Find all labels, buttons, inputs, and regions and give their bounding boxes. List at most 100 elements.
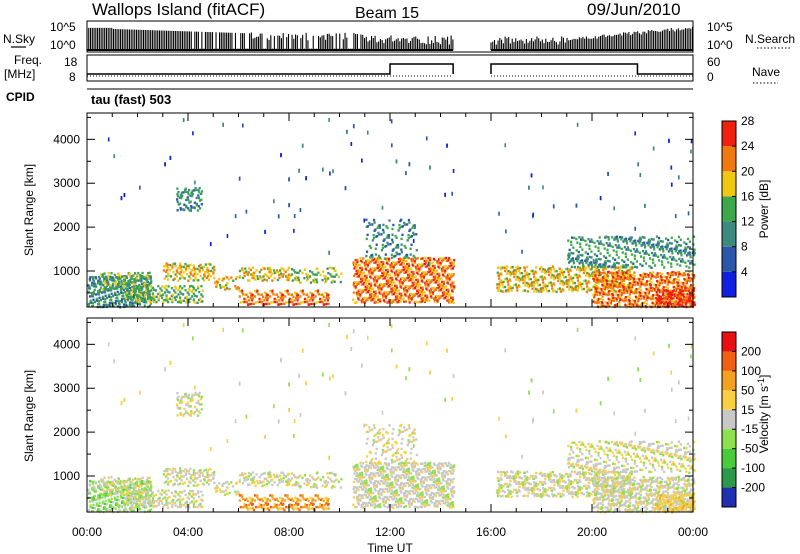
power-cell <box>680 293 683 296</box>
power-cell <box>321 278 324 282</box>
power-cell <box>402 279 406 283</box>
velocity-cell <box>237 492 241 495</box>
power-cell <box>282 302 285 306</box>
velocity-cell <box>149 482 152 485</box>
power-cell <box>174 273 177 276</box>
power-cell <box>149 282 152 285</box>
power-cell <box>128 275 132 278</box>
velocity-cell <box>271 495 274 499</box>
power-cell <box>650 273 653 276</box>
velocity-cell <box>264 502 267 505</box>
velocity-cell <box>162 497 165 500</box>
power-cell <box>398 260 401 264</box>
velocity-cell <box>170 499 173 503</box>
power-cell <box>291 300 294 304</box>
power-cell <box>381 295 385 298</box>
power-cell <box>639 238 642 241</box>
power-cell <box>201 295 204 298</box>
power-cell <box>248 267 251 270</box>
power-cell <box>593 253 596 256</box>
power-cell <box>367 279 370 282</box>
power-cell <box>118 303 121 306</box>
velocity-cell <box>264 507 268 510</box>
velocity-cell <box>260 506 264 509</box>
power-cell <box>534 270 537 273</box>
power-cell <box>437 280 440 283</box>
power-cell <box>625 299 628 302</box>
power-cell <box>410 243 413 246</box>
power-cell <box>393 289 396 292</box>
power-cell <box>618 304 621 307</box>
velocity-cell <box>230 481 233 484</box>
power-cell <box>400 294 403 297</box>
power-cell <box>386 226 389 230</box>
power-cell <box>395 284 398 287</box>
power-cell <box>390 119 393 124</box>
velocity-cell <box>123 485 126 489</box>
power-cell <box>381 271 384 275</box>
nave-right-tick-bottom: 0 <box>707 70 714 84</box>
power-cell <box>198 207 202 210</box>
power-cell <box>436 300 439 304</box>
velocity-cell <box>148 476 151 480</box>
power-cell <box>634 283 637 287</box>
power-cell <box>516 289 519 292</box>
power-cell <box>620 277 623 280</box>
power-cell <box>138 284 141 288</box>
velocity-cell <box>120 496 123 499</box>
power-cell <box>313 280 316 284</box>
power-cell <box>166 290 169 293</box>
power-cell <box>177 203 180 206</box>
power-cell <box>670 249 674 253</box>
power-cell <box>363 288 366 292</box>
power-cell <box>547 270 551 274</box>
power-cell <box>109 275 112 279</box>
freq-label-line2: [MHz] <box>4 67 35 81</box>
power-cell <box>598 236 601 239</box>
velocity-cell <box>199 471 202 474</box>
velocity-cell <box>136 492 139 495</box>
velocity-cell <box>151 501 154 505</box>
power-cell <box>427 283 430 286</box>
power-cell <box>581 248 584 251</box>
power-cell <box>606 285 610 289</box>
power-cell <box>416 292 419 295</box>
power-cell <box>667 261 670 264</box>
power-cell <box>194 267 197 271</box>
power-cell <box>644 293 647 296</box>
power-cell <box>616 246 619 249</box>
power-cell <box>596 277 599 280</box>
power-cell <box>374 235 377 238</box>
power-cell <box>651 295 654 299</box>
power-cell <box>685 265 688 268</box>
power-cell <box>352 274 356 278</box>
velocity-cell <box>166 483 170 486</box>
power-cell <box>668 277 672 280</box>
power-cell <box>625 286 628 290</box>
power-cell <box>197 286 200 290</box>
power-cell <box>263 299 266 302</box>
power-cell <box>346 129 348 134</box>
power-cell <box>606 287 609 291</box>
power-cell <box>143 290 146 294</box>
power-cell <box>91 293 94 296</box>
power-cell <box>277 303 281 306</box>
power-cell <box>449 275 453 279</box>
power-cell <box>518 276 521 280</box>
power-cell <box>192 266 195 269</box>
power-cell <box>633 274 636 278</box>
power-cell <box>212 271 215 274</box>
power-cell <box>201 300 204 303</box>
power-cell <box>679 249 682 252</box>
power-cell <box>110 271 113 275</box>
power-cell <box>658 280 662 283</box>
power-cell <box>146 280 149 283</box>
power-cell <box>244 267 247 270</box>
power-cell <box>683 292 686 296</box>
power-cell <box>614 243 617 247</box>
velocity-cell <box>128 506 132 510</box>
power-cell <box>191 288 195 292</box>
power-cell <box>575 285 578 288</box>
power-cell <box>383 300 386 303</box>
power-cell <box>600 290 604 294</box>
